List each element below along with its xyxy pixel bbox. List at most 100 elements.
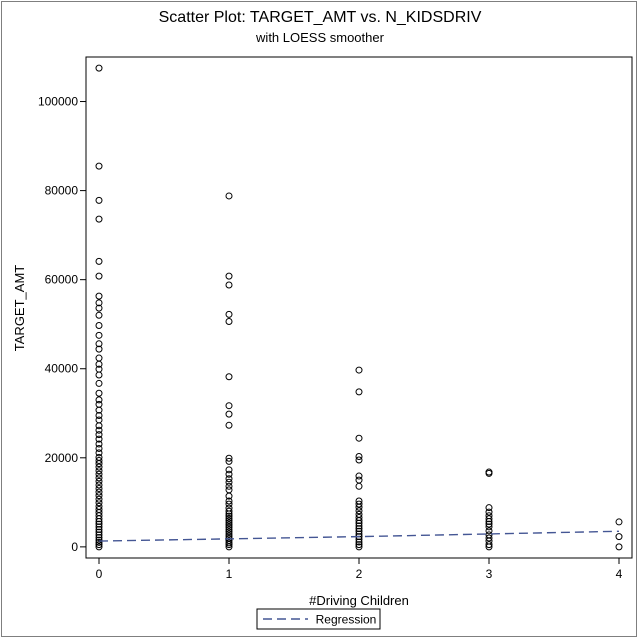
data-point xyxy=(225,523,233,531)
data-point xyxy=(355,517,363,525)
data-point xyxy=(95,162,103,170)
data-point xyxy=(355,388,363,396)
data-point xyxy=(485,523,493,531)
data-point xyxy=(225,402,233,410)
data-point xyxy=(225,517,233,525)
data-point xyxy=(95,440,103,448)
y-tick-label: 20000 xyxy=(45,451,79,465)
regression-line xyxy=(98,530,620,542)
data-point xyxy=(95,371,103,379)
data-point xyxy=(95,311,103,319)
data-point xyxy=(225,519,233,527)
data-point xyxy=(95,389,103,397)
regression-line-group xyxy=(98,530,620,542)
data-point xyxy=(95,495,103,503)
scatter-points xyxy=(95,64,623,551)
data-point xyxy=(95,292,103,300)
data-point xyxy=(485,508,493,516)
data-point xyxy=(615,543,623,551)
data-point xyxy=(355,482,363,490)
data-point xyxy=(355,503,363,511)
data-point xyxy=(95,515,103,523)
y-axis: 0 20000 40000 60000 80000 100000 xyxy=(38,95,86,554)
data-point xyxy=(225,466,233,474)
x-axis: 0 1 2 3 4 xyxy=(96,558,623,581)
data-point xyxy=(355,452,363,460)
data-point xyxy=(225,486,233,494)
data-point xyxy=(95,499,103,507)
data-point xyxy=(225,310,233,318)
data-point xyxy=(95,304,103,312)
data-point xyxy=(95,492,103,500)
data-point xyxy=(225,543,233,551)
data-point xyxy=(95,444,103,452)
data-point xyxy=(225,528,233,536)
data-point xyxy=(225,470,233,478)
data-point xyxy=(355,434,363,442)
data-point xyxy=(95,541,103,549)
data-point xyxy=(95,272,103,280)
y-tick-label: 40000 xyxy=(45,362,79,376)
data-point xyxy=(485,520,493,528)
data-point xyxy=(225,512,233,520)
data-point xyxy=(95,340,103,348)
data-point xyxy=(95,215,103,223)
data-point xyxy=(95,460,103,468)
x-tick-label: 1 xyxy=(226,567,233,581)
data-point xyxy=(95,196,103,204)
legend-regression-label: Regression xyxy=(316,613,377,627)
data-point xyxy=(95,400,103,408)
legend-box xyxy=(256,608,381,630)
data-point xyxy=(225,475,233,483)
data-point xyxy=(95,517,103,525)
data-point xyxy=(355,522,363,530)
chart-title: Scatter Plot: TARGET_AMT vs. N_KIDSDRIV xyxy=(158,9,482,26)
y-axis-label: TARGET_AMT xyxy=(12,265,27,351)
data-point xyxy=(95,422,103,430)
y-tick-label: 80000 xyxy=(45,184,79,198)
data-point xyxy=(225,272,233,280)
data-point xyxy=(355,456,363,464)
data-point xyxy=(95,431,103,439)
data-point xyxy=(95,481,103,489)
data-point xyxy=(95,257,103,265)
data-point xyxy=(225,281,233,289)
data-point xyxy=(485,517,493,525)
chart-subtitle: with LOESS smoother xyxy=(256,30,384,45)
x-tick-label: 0 xyxy=(96,567,103,581)
data-point xyxy=(355,500,363,508)
data-point xyxy=(225,497,233,505)
data-point xyxy=(95,488,103,496)
data-point xyxy=(485,515,493,523)
data-point xyxy=(95,525,103,533)
data-point xyxy=(225,530,233,538)
data-point xyxy=(225,478,233,486)
data-point xyxy=(95,64,103,72)
y-tick-label: 100000 xyxy=(38,95,78,109)
data-point xyxy=(95,467,103,475)
x-tick-label: 3 xyxy=(486,567,493,581)
data-point xyxy=(95,322,103,330)
data-point xyxy=(355,541,363,549)
legend: Regression xyxy=(256,608,381,630)
data-point xyxy=(225,521,233,529)
data-point xyxy=(355,543,363,551)
data-point xyxy=(225,507,233,515)
data-point xyxy=(95,520,103,528)
data-point xyxy=(95,463,103,471)
data-point xyxy=(615,533,623,541)
data-point xyxy=(485,541,493,549)
data-point xyxy=(95,299,103,307)
data-point xyxy=(485,504,493,512)
data-point xyxy=(95,379,103,387)
data-point xyxy=(355,472,363,480)
data-point xyxy=(95,416,103,424)
data-point xyxy=(225,318,233,326)
data-point xyxy=(225,410,233,418)
data-point xyxy=(485,527,493,535)
data-point xyxy=(225,514,233,522)
data-point xyxy=(225,373,233,381)
data-point xyxy=(485,534,493,542)
data-point xyxy=(355,525,363,533)
